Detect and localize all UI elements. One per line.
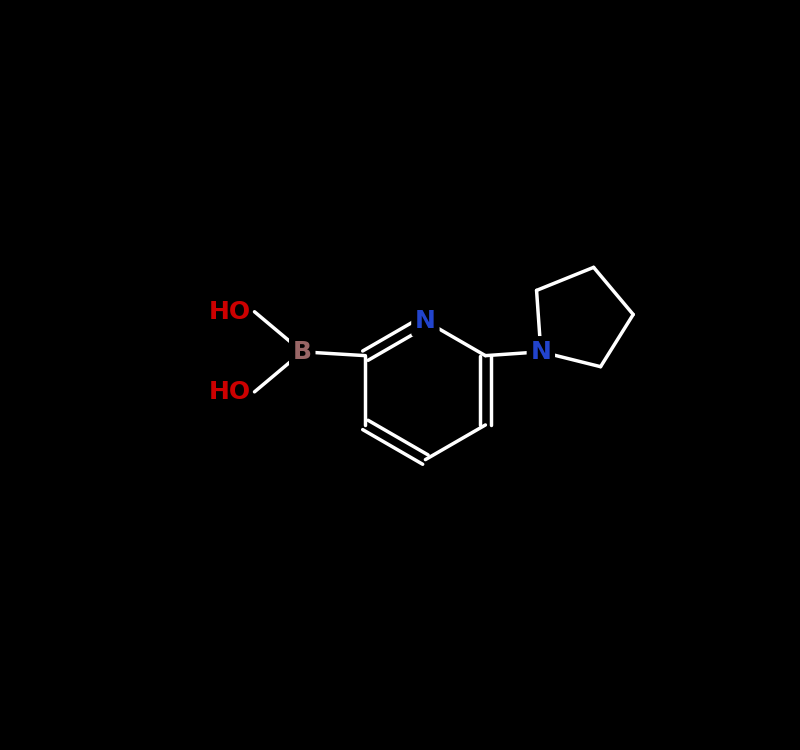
Text: B: B [293,340,312,364]
Text: N: N [530,340,551,364]
Text: HO: HO [209,380,250,404]
Text: N: N [415,309,436,333]
Text: HO: HO [209,300,250,324]
